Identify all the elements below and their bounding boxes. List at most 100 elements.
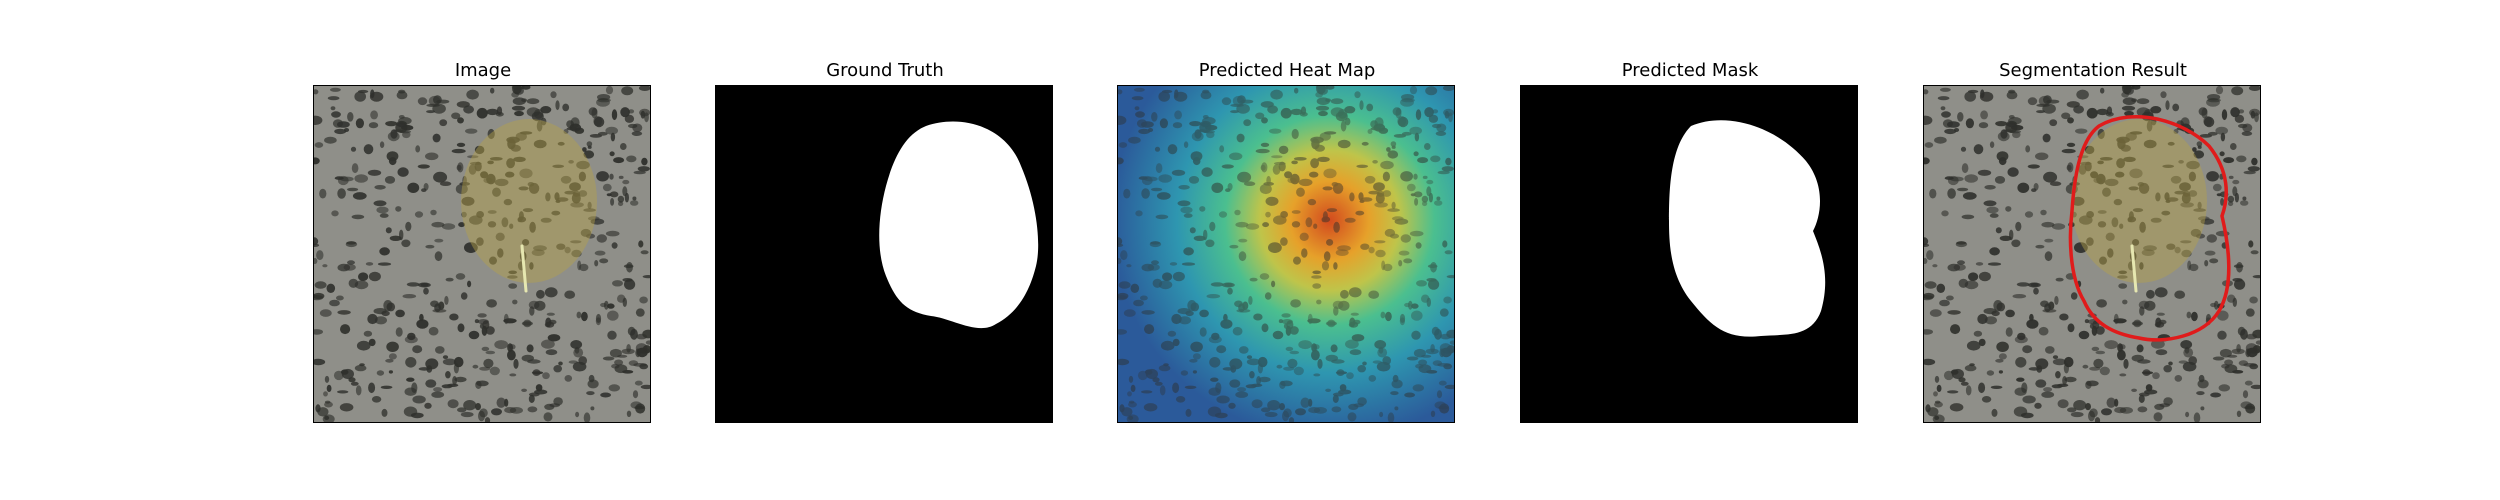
texture-spot [2035, 244, 2045, 249]
texture-spot [2188, 190, 2198, 197]
texture-spot [496, 106, 503, 115]
texture-spot [622, 179, 630, 185]
texture-spot [642, 275, 650, 279]
texture-spot [518, 186, 529, 191]
texture-spot [2165, 100, 2170, 111]
texture-spot [1183, 141, 1189, 148]
texture-spot [2107, 248, 2114, 258]
texture-spot [1964, 91, 1976, 102]
texture-spot [640, 110, 646, 119]
texture-spot [582, 147, 587, 152]
texture-spot [442, 355, 449, 359]
texture-spot [2227, 195, 2235, 203]
texture-spot [1401, 98, 1415, 103]
texture-spot [1151, 260, 1159, 265]
texture-spot [632, 196, 637, 201]
texture-spot [1439, 343, 1452, 353]
texture-spot [2193, 150, 2205, 159]
texture-spot [1934, 401, 1943, 408]
texture-spot [1128, 375, 1134, 383]
texture-spot [613, 157, 625, 164]
texture-spot [1318, 110, 1328, 117]
texture-spot [439, 119, 448, 127]
texture-spot [1415, 363, 1424, 369]
texture-spot [578, 190, 588, 197]
texture-spot [1330, 107, 1344, 117]
texture-spot [2238, 123, 2248, 129]
texture-spot [532, 369, 541, 376]
texture-spot [1924, 358, 1936, 366]
texture-spot [1398, 250, 1410, 256]
texture-spot [2181, 192, 2191, 204]
texture-spot [620, 107, 630, 118]
texture-spot [2066, 164, 2072, 171]
texture-spot [536, 120, 543, 132]
texture-spot [1330, 98, 1344, 105]
texture-spot [2206, 234, 2217, 243]
texture-spot [1428, 192, 1433, 203]
texture-spot [478, 410, 485, 422]
texture-spot [596, 234, 607, 243]
texture-spot [432, 103, 446, 114]
texture-spot [609, 173, 614, 180]
texture-spot [2128, 186, 2139, 191]
texture-spot [1338, 300, 1350, 311]
texture-spot [2215, 126, 2228, 135]
texture-spot [1392, 107, 1402, 116]
texture-spot [1191, 131, 1204, 142]
texture-spot [1287, 177, 1297, 184]
texture-spot [464, 242, 478, 254]
texture-spot [1118, 243, 1124, 247]
leaf-stem [2130, 244, 2138, 293]
texture-spot [1416, 280, 1427, 287]
texture-spot [1348, 321, 1359, 328]
texture-spot [2043, 171, 2058, 183]
texture-spot [1986, 206, 1999, 214]
texture-spot [412, 345, 423, 354]
texture-spot [620, 143, 627, 150]
texture-spot [1359, 199, 1365, 203]
texture-spot [1400, 234, 1411, 243]
texture-spot [1273, 161, 1286, 166]
texture-spot [1202, 115, 1209, 119]
texture-spot [1278, 145, 1289, 155]
texture-spot [1189, 227, 1196, 234]
texture-spot [356, 340, 371, 351]
texture-spot [374, 316, 387, 325]
texture-spot [564, 246, 571, 254]
texture-spot [2186, 160, 2200, 170]
texture-spot [483, 177, 493, 184]
texture-spot [2035, 358, 2049, 370]
texture-spot [1393, 134, 1406, 138]
texture-spot [2163, 397, 2173, 406]
texture-spot [1260, 164, 1266, 171]
texture-spot [1261, 162, 1268, 173]
texture-spot [1347, 412, 1357, 422]
texture-spot [406, 377, 415, 382]
texture-spot [2118, 270, 2127, 275]
texture-spot [2155, 192, 2161, 202]
texture-spot [1418, 359, 1428, 366]
texture-spot [1374, 240, 1386, 244]
texture-spot [1947, 390, 1959, 394]
texture-spot [337, 390, 349, 394]
texture-spot [323, 391, 328, 397]
texture-spot [314, 281, 327, 289]
texture-spot [1200, 120, 1211, 128]
texture-spot [337, 121, 350, 128]
texture-spot [1373, 182, 1385, 192]
texture-spot [586, 391, 595, 396]
texture-spot [2196, 233, 2205, 239]
texture-spot [412, 395, 426, 404]
texture-spot [1321, 218, 1326, 223]
texture-spot [383, 300, 393, 311]
texture-spot [1336, 369, 1345, 376]
texture-spot [337, 175, 349, 186]
texture-spot [2007, 167, 2019, 177]
texture-spot [1947, 175, 1959, 186]
texture-spot [397, 167, 409, 177]
texture-spot [2242, 390, 2249, 399]
texture-spot [1144, 324, 1155, 335]
texture-spot [1949, 403, 1964, 412]
texture-spot [2085, 403, 2091, 411]
